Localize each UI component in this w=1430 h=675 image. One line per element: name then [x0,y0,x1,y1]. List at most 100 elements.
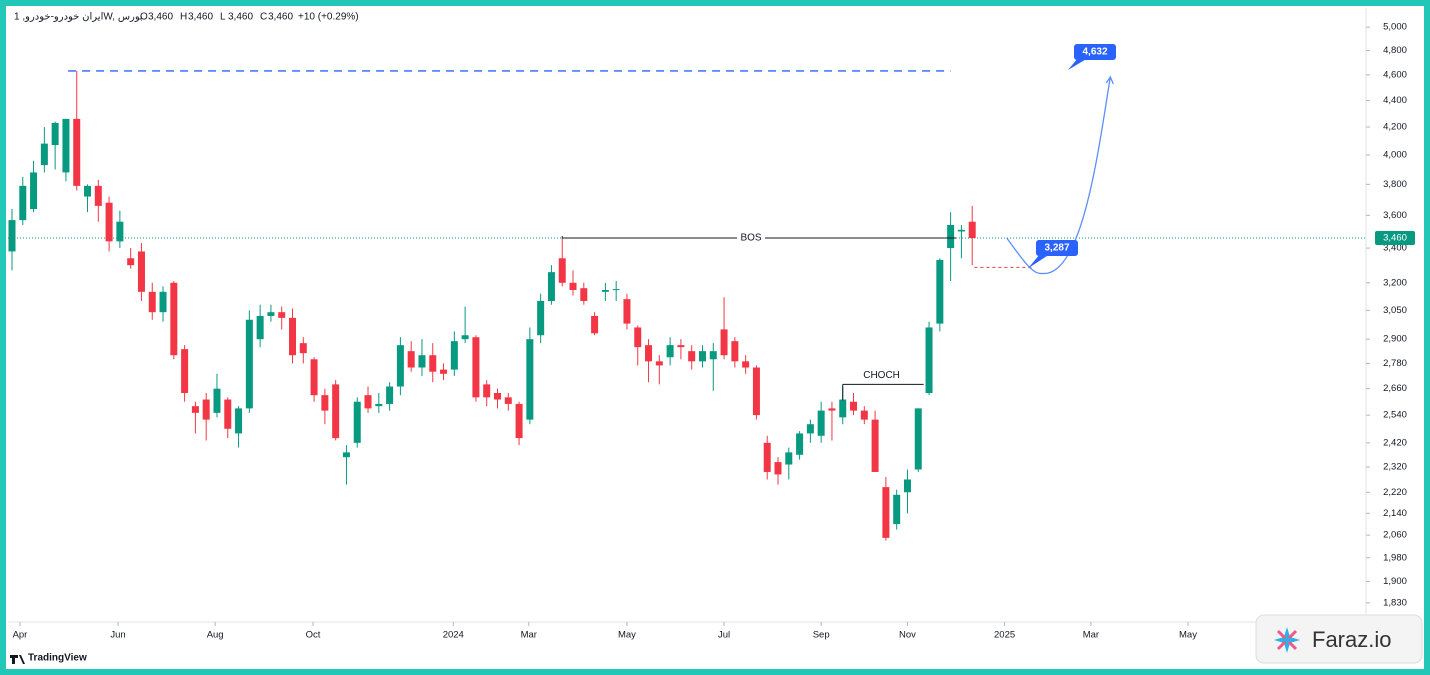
candle-body [828,408,836,411]
pullback-box [1036,240,1078,257]
x-tick-label: Apr [13,630,28,641]
candle-body [191,406,199,413]
candle-body [698,351,706,362]
candle-body [213,388,221,413]
candle-body [396,345,404,387]
candle-body [558,258,566,283]
x-tick-label: Sep [813,630,830,641]
candle-body [202,399,210,420]
candle-body [235,408,243,434]
y-tick-label: 2,900 [1383,334,1407,345]
candle-body [645,345,653,362]
watermark-logo [1274,627,1300,653]
pullback-pointer [1028,254,1050,269]
change: +10 (+0.29%) [298,12,359,23]
y-tick-label: 4,800 [1383,45,1407,56]
candle-body [127,258,135,266]
candle-body [84,185,92,197]
y-tick-label: 5,000 [1383,22,1407,33]
candle-body [591,315,599,334]
candle-body [731,341,739,362]
candle-body [526,339,534,420]
candle-body [116,221,124,242]
bos-label: BOS [740,233,761,244]
candle-body [407,351,415,368]
ohlc-value: 3,460 [228,12,253,23]
candle-body [137,251,145,292]
candle-body [245,319,253,409]
ohlc-label: L [220,12,226,23]
y-tick-label: 2,540 [1383,410,1407,421]
candle-body [806,424,814,434]
y-tick-label: 1,830 [1383,597,1407,608]
x-tick-label: Nov [899,630,916,641]
y-tick-label: 3,200 [1383,277,1407,288]
brand-logo [10,655,25,664]
y-tick-label: 2,420 [1383,437,1407,448]
candle-body [709,351,717,360]
candle-body [461,335,469,340]
candle-body [936,259,944,324]
candle-body [62,118,70,173]
ohlc-value: 3,460 [268,12,293,23]
x-tick-label: Mar [1083,630,1099,641]
x-tick-label: 2024 [443,630,464,641]
candle-body [903,479,911,493]
candle-body [763,442,771,472]
watermark-box [1255,614,1423,664]
x-tick-label: May [1179,630,1197,641]
watermark-text: Faraz.io [1312,627,1391,652]
y-tick-label: 4,400 [1383,95,1407,106]
candle-body [386,386,394,404]
candle-body [839,399,847,418]
candle-body [925,327,933,393]
last-price-box [1375,231,1415,246]
candle-body [655,361,663,366]
x-tick-label: Oct [306,630,321,641]
symbol: ایران خودرو-خودرو, 1W, بورس [14,12,143,23]
brand: TradingView [28,653,87,664]
bos-label-bg [737,232,766,245]
x-tick-label: May [618,630,636,641]
candle-body [105,202,113,242]
chart-background [6,6,1424,669]
candle-body [493,392,501,400]
y-tick-label: 3,600 [1383,210,1407,221]
candle-body [634,327,642,348]
candle-body [170,282,178,356]
target-pointer [1068,57,1088,70]
ohlc-value: 3,460 [188,12,213,23]
y-tick-label: 1,900 [1383,576,1407,587]
candle-body [720,329,728,356]
candle-body [752,367,760,416]
last-price-label: 3,460 [1383,233,1407,244]
target-box [1074,43,1116,60]
candle-body [73,118,81,186]
candle-body [429,355,437,372]
candle-body [580,288,588,301]
ohlc-label: O [140,12,148,23]
candle-body [148,291,156,313]
candle-body [51,122,59,146]
candle-body [30,172,38,209]
candle-body [440,369,448,374]
candle-body [342,452,350,458]
y-tick-label: 3,800 [1383,179,1407,190]
candle-body [547,272,555,301]
candle-body [666,345,674,358]
candle-body [224,399,232,429]
candle-body [375,403,383,407]
candle-body [483,384,491,398]
candle-body [623,299,631,324]
candle-body [601,289,609,292]
y-tick-label: 4,600 [1383,69,1407,80]
y-tick-label: 2,780 [1383,358,1407,369]
candle-body [321,395,329,411]
candle-body [181,349,189,393]
candle-body [418,355,426,368]
ohlc-legend: O 3,460 H 3,460 L 3,460 C 3,460 +10 (+0.29%) [140,12,359,23]
candle-body [515,403,523,439]
x-tick-label: Mar [521,630,537,641]
